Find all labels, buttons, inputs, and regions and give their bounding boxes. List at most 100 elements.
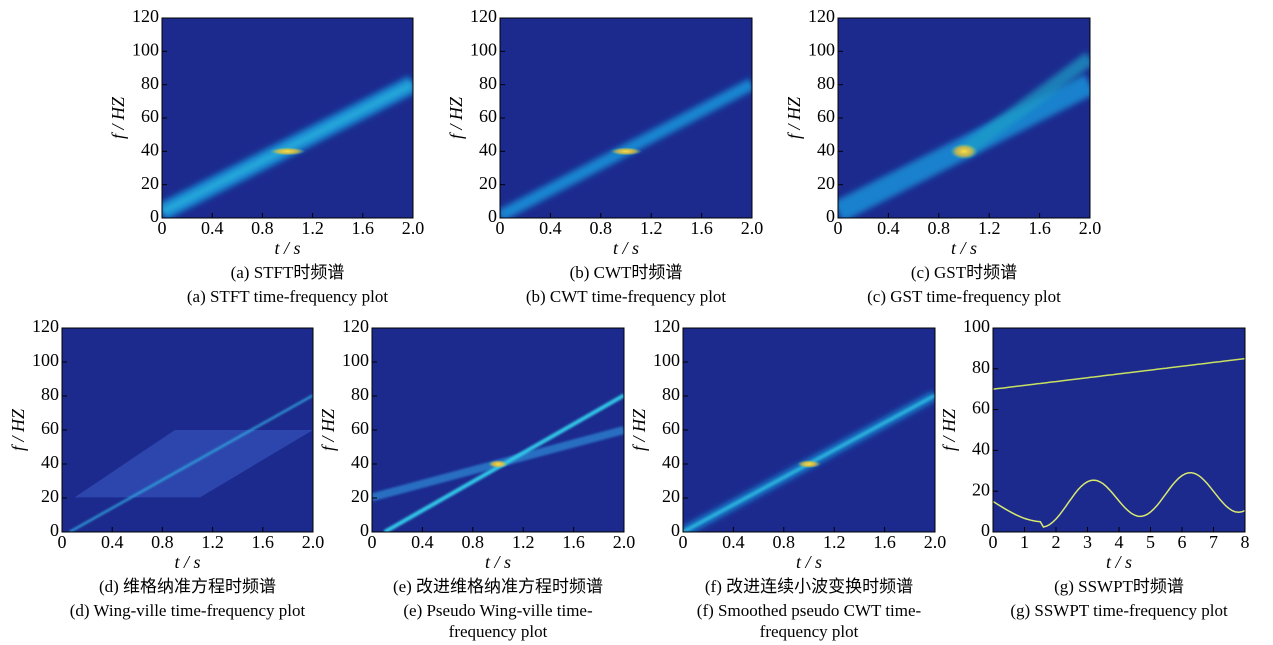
y-tick-label: 60 (479, 106, 497, 126)
ridge (993, 357, 1245, 390)
x-tick-label: 0.8 (928, 218, 951, 238)
y-tick-label: 80 (351, 384, 369, 404)
x-tick-label: 2.0 (613, 532, 636, 552)
panel: 0 0.4 0.8 1.2 1.6 2.0 0 20 40 60 80 100 120 t / s f / … (108, 6, 424, 258)
y-tick-label: 20 (351, 486, 369, 506)
x-tick-label: 1.6 (1028, 218, 1051, 238)
panel: 0 0.4 0.8 1.2 1.6 2.0 0 20 40 60 80 100 120 t / s f / … (446, 6, 763, 258)
hotspot (950, 143, 978, 160)
y-tick-label: 40 (662, 452, 680, 472)
x-tick-label: 4 (1115, 532, 1124, 552)
x-tick-label: 2.0 (741, 218, 764, 238)
x-tick-label: 2.0 (924, 532, 947, 552)
spectrum (372, 393, 624, 532)
caption-zh: (g) SSWPT时频谱 (1054, 577, 1184, 596)
y-tick-label: 80 (479, 73, 497, 93)
caption-zh: (c) GST时频谱 (910, 263, 1018, 282)
y-tick-label: 20 (41, 486, 59, 506)
x-tick-label: 1.2 (201, 532, 224, 552)
x-axis-label: t / s (174, 552, 200, 572)
x-tick-label: 0.4 (877, 218, 900, 238)
y-tick-label: 100 (342, 350, 369, 370)
y-tick-label: 20 (662, 486, 680, 506)
x-tick-label: 0 (58, 532, 67, 552)
x-tick-label: 1.6 (690, 218, 713, 238)
x-tick-label: 2.0 (302, 532, 325, 552)
x-tick-label: 2.0 (402, 218, 425, 238)
caption-en: (g) SSWPT time-frequency plot (1010, 601, 1228, 620)
ridge (959, 52, 1090, 158)
heatmap-background (372, 328, 624, 532)
y-tick-label: 60 (817, 106, 835, 126)
y-axis-label: f / HZ (318, 408, 338, 451)
y-tick-label: 0 (50, 520, 59, 540)
ridge (993, 471, 1245, 528)
x-tick-label: 0.8 (251, 218, 274, 238)
hotspot (797, 460, 821, 469)
y-tick-label: 80 (972, 357, 990, 377)
heatmap-background (993, 328, 1245, 532)
y-tick-label: 80 (141, 73, 159, 93)
y-tick-label: 0 (981, 520, 990, 540)
x-tick-label: 1.2 (512, 532, 535, 552)
y-tick-label: 80 (41, 384, 59, 404)
x-tick-label: 0 (496, 218, 505, 238)
x-tick-label: 0.4 (722, 532, 745, 552)
x-tick-label: 5 (1146, 532, 1155, 552)
x-axis-label: t / s (485, 552, 511, 572)
hotspot (610, 147, 642, 156)
x-tick-label: 0.4 (539, 218, 562, 238)
x-tick-label: 1.2 (823, 532, 846, 552)
y-tick-label: 120 (342, 316, 369, 336)
caption-zh: (f) 改进连续小波变换时频谱 (704, 577, 914, 596)
x-axis-label: t / s (274, 238, 300, 258)
y-tick-label: 20 (141, 173, 159, 193)
x-tick-label: 0.8 (773, 532, 796, 552)
caption-zh: (b) CWT时频谱 (569, 263, 683, 282)
spectrum (62, 394, 313, 532)
x-tick-label: 1.6 (873, 532, 896, 552)
panel: 0 0.4 0.8 1.2 1.6 2.0 0 20 40 60 80 100 120 t / s f / … (629, 316, 946, 572)
y-tick-label: 60 (41, 418, 59, 438)
y-tick-label: 100 (470, 39, 497, 59)
x-axis-label: t / s (796, 552, 822, 572)
x-tick-label: 0 (834, 218, 843, 238)
y-tick-label: 100 (32, 350, 59, 370)
x-tick-label: 3 (1083, 532, 1092, 552)
y-tick-label: 40 (41, 452, 59, 472)
spectrum (838, 52, 1090, 218)
caption-en: (f) Smoothed pseudo CWT time-frequency p… (696, 601, 922, 641)
y-tick-label: 80 (817, 73, 835, 93)
y-axis-label: f / HZ (8, 408, 28, 451)
y-tick-label: 40 (972, 439, 990, 459)
y-axis-label: f / HZ (784, 96, 804, 139)
y-tick-label: 100 (653, 350, 680, 370)
y-tick-label: 0 (150, 206, 159, 226)
x-tick-label: 0.8 (151, 532, 174, 552)
panel: 0 0.4 0.8 1.2 1.6 2.0 0 20 40 60 80 100 120 t / s f / … (784, 6, 1101, 258)
caption-en: (e) Pseudo Wing-ville time-frequency plo… (403, 601, 593, 641)
y-tick-label: 40 (817, 139, 835, 159)
heatmap-background (683, 328, 935, 532)
x-axis-label: t / s (613, 238, 639, 258)
y-axis-label: f / HZ (446, 96, 466, 139)
y-tick-label: 0 (488, 206, 497, 226)
y-tick-label: 60 (972, 398, 990, 418)
spectrum (500, 78, 752, 218)
caption-zh: (d) 维格纳准方程时频谱 (98, 577, 277, 596)
y-tick-label: 80 (662, 384, 680, 404)
x-tick-label: 1.2 (978, 218, 1001, 238)
y-tick-label: 20 (817, 173, 835, 193)
x-axis-label: t / s (1106, 552, 1132, 572)
y-tick-label: 100 (963, 316, 990, 336)
panel: 0 0.4 0.8 1.2 1.6 2.0 0 20 40 60 80 100 120 t / s f / … (8, 316, 324, 572)
x-tick-label: 0.4 (411, 532, 434, 552)
x-tick-label: 2.0 (1079, 218, 1102, 238)
y-tick-label: 20 (972, 479, 990, 499)
x-tick-label: 1.2 (301, 218, 324, 238)
caption-zh: (a) STFT时频谱 (230, 263, 345, 282)
y-axis-label: f / HZ (108, 96, 128, 139)
y-axis-label: f / HZ (939, 408, 959, 451)
